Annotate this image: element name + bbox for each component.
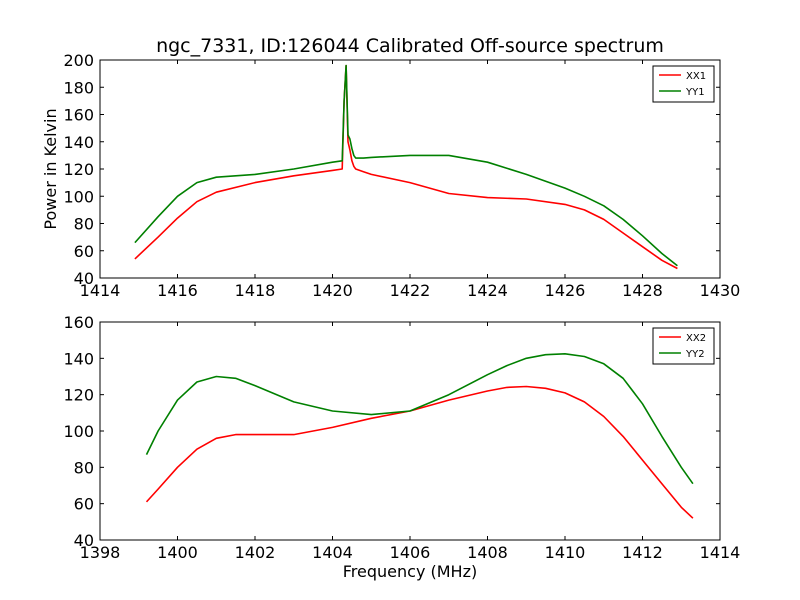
top-y-axis-label: Power in Kelvin [41,108,60,229]
top-x-tick-label: 1422 [390,281,431,300]
bottom-x-tick-label: 1414 [700,543,741,562]
bottom-y-tick-label: 160 [63,313,94,332]
top-y-tick-label: 60 [74,242,94,261]
top-x-tick-label: 1430 [700,281,741,300]
bottom-x-tick-label: 1404 [312,543,353,562]
top-y-tick-label: 40 [74,269,94,288]
top-x-tick-label: 1420 [312,281,353,300]
bottom-x-tick-label: 1406 [390,543,431,562]
bottom-x-tick-label: 1402 [235,543,276,562]
bottom-x-tick-label: 1400 [157,543,198,562]
top-x-tick-label: 1426 [545,281,586,300]
bottom-legend-box [652,327,715,365]
top-x-tick-label: 1416 [157,281,198,300]
bottom-panel: 1398 1400 1402 1404 1406 1408 1410 1412 1414 40 60… [63,313,740,562]
bottom-series-xx2-line [145,385,694,519]
bottom-series-yy2-line [145,353,694,485]
bottom-y-tick-label: 120 [63,386,94,405]
top-x-tick-label: 1414 [80,281,121,300]
bottom-x-tick-label: 1412 [622,543,663,562]
bottom-y-tick-label: 40 [74,531,94,550]
top-y-tick-label: 180 [63,78,94,97]
top-y-tick-label: 100 [63,187,94,206]
bottom-legend-label-yy2: YY2 [685,349,705,360]
top-y-tick-label: 200 [63,51,94,70]
top-y-tick-label: 140 [63,133,94,152]
top-series-xx1-line [134,64,678,270]
bottom-x-axis-label: Frequency (MHz) [343,562,477,581]
bottom-x-tick-label: 1410 [545,543,586,562]
bottom-y-tick-label: 60 [74,495,94,514]
top-y-tick-label: 120 [63,160,94,179]
top-x-tick-label: 1418 [235,281,276,300]
top-legend-label-xx1: XX1 [686,71,706,82]
chart-title: ngc_7331, ID:126044 Calibrated Off-sourc… [156,35,664,57]
top-series-yy1-line [134,64,678,267]
top-x-tick-label: 1428 [622,281,663,300]
top-legend-box [652,65,715,103]
top-panel: 1414 1416 1418 1420 1422 1424 1426 1428 1430 40 60… [63,51,740,300]
bottom-y-tick-label: 100 [63,422,94,441]
bottom-x-tick-label: 1398 [80,543,121,562]
top-y-tick-label: 80 [74,215,94,234]
top-x-tick-label: 1424 [467,281,508,300]
bottom-y-tick-label: 80 [74,458,94,477]
bottom-legend-label-xx2: XX2 [686,333,706,344]
top-y-tick-label: 160 [63,106,94,125]
top-legend-label-yy1: YY1 [685,87,705,98]
bottom-x-tick-label: 1408 [467,543,508,562]
bottom-y-tick-label: 140 [63,349,94,368]
